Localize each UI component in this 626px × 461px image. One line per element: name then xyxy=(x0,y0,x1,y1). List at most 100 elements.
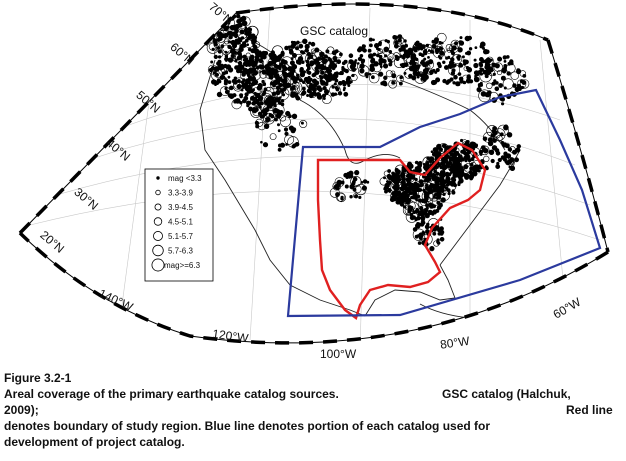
epicenter-point xyxy=(257,111,263,116)
epicenter-point xyxy=(412,215,416,219)
epicenter-point xyxy=(213,41,220,48)
epicenter-point xyxy=(253,44,258,50)
epicenter-point xyxy=(414,223,421,229)
epicenter-point xyxy=(357,56,363,62)
epicenter-point xyxy=(436,205,442,210)
epicenter-point xyxy=(480,91,487,97)
epicenter-point xyxy=(394,193,398,198)
epicenter-point xyxy=(253,67,257,71)
epicenter-point xyxy=(484,64,489,70)
epicenter-point xyxy=(439,237,445,242)
epicenter-point xyxy=(260,140,263,144)
epicenter-point xyxy=(503,64,508,68)
epicenter-point xyxy=(458,156,463,160)
epicenter-point xyxy=(227,80,232,85)
epicenter-point xyxy=(332,181,342,191)
map-title: GSC catalog xyxy=(300,24,368,38)
legend-label: 5.1-5.7 xyxy=(168,232,193,241)
epicenter-point xyxy=(410,196,414,200)
epicenter-point xyxy=(519,79,530,89)
epicenter-point xyxy=(427,56,430,59)
epicenter-point xyxy=(396,36,405,45)
epicenter-point xyxy=(436,194,442,200)
epicenter-point xyxy=(403,62,409,68)
epicenter-point xyxy=(324,91,329,96)
epicenter-point xyxy=(258,53,262,56)
epicenter-point xyxy=(479,44,484,49)
epicenter-point xyxy=(247,36,252,40)
epicenter-point xyxy=(383,186,387,190)
epicenter-point xyxy=(223,78,229,84)
epicenter-point xyxy=(378,71,384,77)
epicenter-point xyxy=(418,52,423,57)
epicenter-point xyxy=(322,82,327,86)
epicenter-point xyxy=(387,56,393,62)
epicenter-point xyxy=(305,77,311,82)
epicenter-point xyxy=(374,42,380,49)
epicenter-point xyxy=(344,184,349,189)
epicenter-point xyxy=(386,173,392,179)
epicenter-point xyxy=(440,197,446,203)
epicenter-point xyxy=(335,192,340,197)
epicenter-point xyxy=(254,120,259,126)
epicenter-point xyxy=(216,37,221,42)
epicenter-point xyxy=(455,81,461,87)
epicenter-point xyxy=(350,65,355,70)
epicenter-point xyxy=(252,100,258,105)
epicenter-point xyxy=(206,41,219,54)
epicenter-point xyxy=(234,38,240,44)
epicenter-point xyxy=(394,164,407,177)
epicenter-point xyxy=(306,94,310,98)
epicenter-point xyxy=(355,183,367,196)
epicenter-point xyxy=(497,124,509,136)
lon-label-80: 80°W xyxy=(439,334,471,352)
epicenter-point xyxy=(273,108,280,114)
epicenter-point xyxy=(448,60,454,66)
epicenter-point xyxy=(216,91,223,98)
epicenter-point xyxy=(483,69,488,74)
caption-line-2-left: 2009); xyxy=(4,403,39,417)
epicenter-point xyxy=(493,79,497,83)
epicenter-point xyxy=(381,80,387,86)
epicenter-point xyxy=(323,58,328,63)
epicenter-point xyxy=(244,92,249,97)
epicenter-point xyxy=(233,76,238,81)
epicenter-point xyxy=(462,80,467,85)
epicenter-point xyxy=(242,54,247,59)
epicenter-point xyxy=(281,90,285,94)
epicenter-point xyxy=(403,71,407,75)
epicenter-point xyxy=(397,38,402,43)
epicenter-point xyxy=(241,15,247,22)
epicenter-point xyxy=(498,83,503,88)
epicenter-point xyxy=(453,172,459,177)
epicenter-point xyxy=(243,95,249,101)
epicenter-point xyxy=(391,191,396,196)
epicenter-point xyxy=(441,184,445,188)
epicenter-point xyxy=(444,145,456,157)
epicenter-point xyxy=(241,20,248,27)
epicenter-point xyxy=(284,134,295,145)
epicenter-point xyxy=(217,55,222,59)
epicenter-point xyxy=(301,90,307,96)
epicenter-point xyxy=(424,60,434,70)
epicenter-point xyxy=(432,80,438,85)
epicenter-point xyxy=(469,79,474,84)
epicenter-point xyxy=(252,60,258,66)
legend-symbol xyxy=(151,258,165,272)
epicenter-point xyxy=(324,73,328,77)
epicenter-point xyxy=(453,162,459,168)
epicenter-point xyxy=(439,226,444,231)
epicenter-point xyxy=(265,86,271,92)
legend-symbol xyxy=(153,231,163,241)
epicenter-point xyxy=(323,54,328,59)
epicenter-point xyxy=(399,192,404,197)
epicenter-point xyxy=(507,157,516,166)
epicenter-point xyxy=(491,62,497,68)
epicenter-point xyxy=(440,41,444,45)
epicenter-point xyxy=(207,64,218,75)
epicenter-point xyxy=(278,67,282,71)
epicenter-point xyxy=(372,38,375,42)
epicenter-point xyxy=(404,52,411,59)
legend-symbol xyxy=(156,176,160,180)
epicenter-point xyxy=(336,59,342,65)
